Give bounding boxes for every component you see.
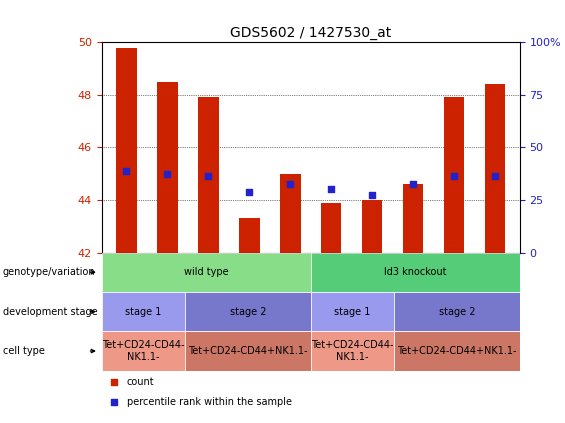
FancyBboxPatch shape [185,331,311,371]
Text: development stage: development stage [3,307,97,317]
Text: Tet+CD24-CD44+NK1.1-: Tet+CD24-CD44+NK1.1- [397,346,517,356]
Text: Tet+CD24-CD44-
NK1.1-: Tet+CD24-CD44- NK1.1- [311,340,394,362]
Point [245,189,254,195]
Text: ld3 knockout: ld3 knockout [384,267,446,277]
Bar [403,184,424,253]
Text: Tet+CD24-CD44-
NK1.1-: Tet+CD24-CD44- NK1.1- [102,340,185,362]
FancyBboxPatch shape [102,253,311,292]
Bar [444,97,464,253]
Point [450,173,459,180]
Text: stage 1: stage 1 [125,307,162,317]
FancyBboxPatch shape [394,331,520,371]
Point [122,168,131,174]
Text: stage 2: stage 2 [439,307,475,317]
FancyBboxPatch shape [185,292,311,331]
Point [163,170,172,177]
Text: percentile rank within the sample: percentile rank within the sample [127,397,292,407]
Point [286,181,295,187]
Text: count: count [127,377,154,387]
Text: genotype/variation: genotype/variation [3,267,95,277]
FancyBboxPatch shape [311,331,394,371]
Point [110,378,119,385]
FancyBboxPatch shape [311,292,394,331]
Text: stage 2: stage 2 [230,307,266,317]
Text: Tet+CD24-CD44+NK1.1-: Tet+CD24-CD44+NK1.1- [188,346,308,356]
Bar [198,97,219,253]
Point [110,399,119,406]
FancyBboxPatch shape [102,292,185,331]
Text: stage 1: stage 1 [334,307,371,317]
FancyBboxPatch shape [311,253,520,292]
Point [408,181,418,187]
FancyBboxPatch shape [394,292,520,331]
Title: GDS5602 / 1427530_at: GDS5602 / 1427530_at [230,26,392,40]
Bar [485,84,506,253]
Point [204,173,213,180]
Bar [280,174,301,253]
Bar [157,82,177,253]
Text: wild type: wild type [184,267,228,277]
FancyBboxPatch shape [102,331,185,371]
Bar [362,200,383,253]
Point [368,191,377,198]
Bar [321,203,341,253]
Bar [116,47,137,253]
Point [327,186,336,193]
Text: cell type: cell type [3,346,45,356]
Point [490,173,499,180]
Bar [239,218,259,253]
